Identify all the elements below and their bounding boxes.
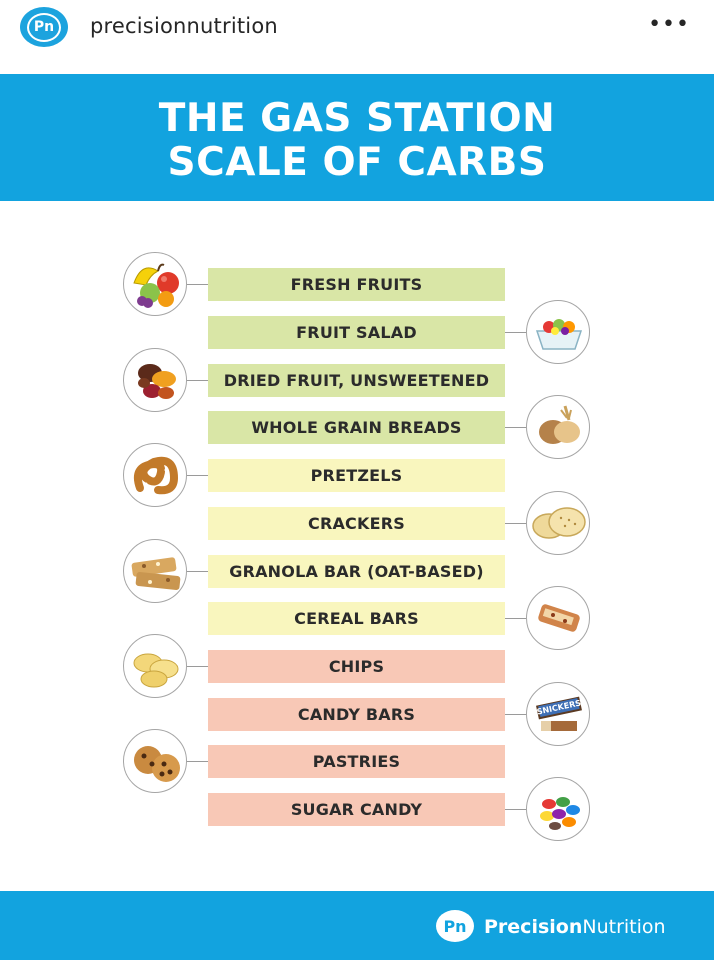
title-line-1: THE GAS STATION: [158, 96, 556, 141]
crackers-icon: [526, 491, 590, 555]
footer-brand: PrecisionNutrition: [484, 916, 666, 938]
scale-bar: CEREAL BARS: [208, 602, 505, 635]
scale-bar: WHOLE GRAIN BREADS: [208, 411, 505, 444]
footer-logo-text: Pn: [443, 916, 467, 936]
post-header: Pn precisionnutrition •••: [0, 0, 714, 70]
connector-line: [505, 332, 526, 333]
fruit-basket-icon: [123, 252, 187, 316]
scale-bar: PASTRIES: [208, 745, 505, 778]
bread-icon: [526, 395, 590, 459]
connector-line: [187, 284, 208, 285]
scale-bar: PRETZELS: [208, 459, 505, 492]
connector-line: [505, 618, 526, 619]
avatar[interactable]: Pn: [20, 7, 68, 47]
fruit-salad-icon: [526, 300, 590, 364]
scale-bar: CHIPS: [208, 650, 505, 683]
cereal-bar-icon: [526, 586, 590, 650]
footer-brand-part1: Precision: [484, 916, 583, 938]
scale-bar: DRIED FRUIT, UNSWEETENED: [208, 364, 505, 397]
title-banner: THE GAS STATION SCALE OF CARBS: [0, 74, 714, 201]
connector-line: [187, 571, 208, 572]
granola-bar-icon: [123, 539, 187, 603]
footer-logo-icon: Pn: [436, 910, 474, 942]
connector-line: [187, 475, 208, 476]
connector-line: [505, 714, 526, 715]
connector-line: [505, 809, 526, 810]
scale-bar: GRANOLA BAR (OAT-BASED): [208, 555, 505, 588]
connector-line: [187, 761, 208, 762]
pretzel-icon: [123, 443, 187, 507]
pastries-icon: [123, 729, 187, 793]
scale-bar: SUGAR CANDY: [208, 793, 505, 826]
avatar-logo: Pn: [27, 12, 61, 42]
connector-line: [505, 523, 526, 524]
scale-bar: CANDY BARS: [208, 698, 505, 731]
title-line-2: SCALE OF CARBS: [167, 140, 547, 185]
more-options-icon[interactable]: •••: [648, 12, 690, 37]
sugar-candy-icon: [526, 777, 590, 841]
scale-bar: FRUIT SALAD: [208, 316, 505, 349]
carb-scale: FRESH FRUITS FRUIT SALAD DRIED FRUIT, UN…: [0, 201, 714, 891]
connector-line: [187, 380, 208, 381]
scale-bar: FRESH FRUITS: [208, 268, 505, 301]
connector-line: [505, 427, 526, 428]
chips-icon: [123, 634, 187, 698]
username[interactable]: precisionnutrition: [90, 14, 278, 38]
connector-line: [187, 666, 208, 667]
dried-fruit-icon: [123, 348, 187, 412]
scale-bar: CRACKERS: [208, 507, 505, 540]
footer-brand-part2: Nutrition: [582, 916, 666, 938]
candy-bar-icon: SNICKERS: [526, 682, 590, 746]
footer-banner: Pn PrecisionNutrition: [0, 891, 714, 960]
